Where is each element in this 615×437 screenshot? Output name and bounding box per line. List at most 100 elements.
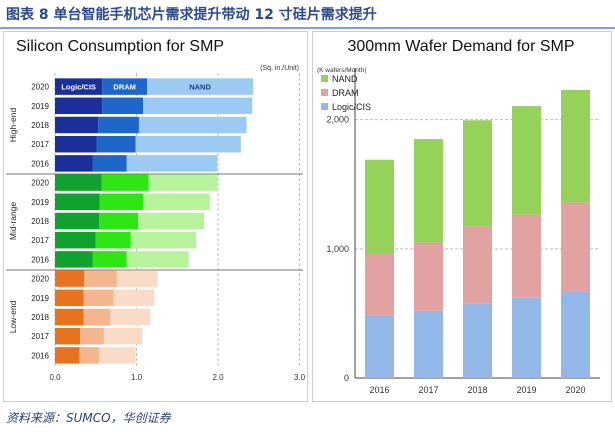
right-bar-segment — [512, 106, 541, 215]
left-bar-segment — [110, 308, 151, 326]
right-bar-segment — [365, 159, 394, 254]
left-bar-segment — [80, 327, 104, 345]
right-y-tick-label: 0 — [344, 373, 349, 383]
left-year-label: 2018 — [31, 121, 49, 130]
left-bar-segment — [99, 212, 139, 230]
left-bar-segment — [116, 270, 158, 287]
left-bar-segment — [92, 155, 127, 172]
left-bar-segment — [55, 155, 93, 172]
right-bar-segment — [463, 303, 492, 378]
left-year-label: 2017 — [31, 332, 49, 341]
left-year-label: 2019 — [31, 102, 49, 111]
left-bar-segment — [55, 97, 103, 115]
left-chart-unit: (Sq. in./Unit) — [260, 65, 299, 72]
left-bar-segment — [98, 116, 139, 134]
right-legend-swatch — [321, 89, 328, 96]
left-inline-series-label: DRAM — [113, 83, 136, 92]
left-x-tick-label: 2.0 — [212, 373, 224, 382]
left-bar-segment — [55, 327, 81, 345]
silicon-consumption-chart: Silicon Consumption for SMP (Sq. in./Unit… — [6, 38, 306, 382]
right-legend-label: NAND — [332, 74, 358, 84]
left-bar-segment — [55, 270, 85, 287]
left-x-tick-label: 3.0 — [294, 373, 306, 382]
left-bar-segment — [55, 347, 80, 364]
left-bar-segment — [92, 251, 127, 268]
right-bar-segment — [463, 120, 492, 227]
title-underline — [0, 27, 615, 29]
right-legend-label: Logic/CIS — [332, 102, 371, 112]
left-inline-series-label: NAND — [189, 83, 211, 92]
left-bar-segment — [55, 135, 97, 153]
left-bar-segment — [55, 251, 93, 268]
left-bar-segment — [55, 289, 84, 307]
left-inline-series-label: Logic/CIS — [61, 83, 96, 92]
left-bar-segment — [79, 347, 100, 364]
left-bar-segment — [96, 135, 136, 153]
left-bar-segment — [148, 174, 218, 191]
left-bar-segment — [84, 270, 117, 287]
left-year-label: 2017 — [31, 140, 49, 149]
left-bar-segment — [83, 289, 114, 307]
left-bar-segment — [55, 308, 84, 326]
left-group-label: Low-end — [8, 300, 18, 333]
left-year-label: 2020 — [31, 83, 49, 92]
left-bar-segment — [113, 289, 155, 307]
left-bar-segment — [55, 193, 100, 211]
left-bar-segment — [99, 347, 136, 364]
right-legend-swatch — [321, 75, 328, 82]
left-bar-segment — [55, 231, 96, 249]
left-bar-segment — [138, 212, 205, 230]
right-bar-segment — [561, 89, 590, 203]
right-legend-swatch — [321, 103, 328, 110]
left-bar-segment — [126, 155, 218, 172]
left-bar-segment — [55, 78, 103, 95]
left-bar-segment — [55, 212, 100, 230]
left-bar-segment — [147, 78, 254, 95]
right-x-tick-label: 2016 — [369, 385, 389, 395]
left-bar-segment — [83, 308, 111, 326]
left-bar-segment — [143, 97, 253, 115]
left-bar-segment — [95, 231, 131, 249]
right-bar-segment — [463, 226, 492, 304]
right-x-tick-label: 2019 — [516, 385, 536, 395]
figure-title-bar: 图表 8 单台智能手机芯片需求提升带动 12 寸硅片需求提升 — [0, 0, 615, 29]
right-bar-segment — [512, 297, 541, 378]
left-x-tick-label: 1.0 — [131, 373, 143, 382]
right-chart-title: 300mm Wafer Demand for SMP — [347, 38, 574, 55]
left-x-tick-label: 0.0 — [49, 373, 61, 382]
left-group-label: Mid-range — [8, 202, 18, 241]
left-year-label: 2016 — [31, 255, 49, 264]
wafer-demand-chart: 300mm Wafer Demand for SMP (K wafers/Mont… — [317, 38, 600, 395]
left-chart-title: Silicon Consumption for SMP — [16, 38, 224, 55]
right-chart-unit: (K wafers/Month) — [317, 67, 367, 74]
right-bar-segment — [414, 139, 443, 243]
left-bar-segment — [103, 327, 143, 345]
left-bar-segment — [138, 116, 247, 134]
right-bar-segment — [414, 242, 443, 311]
left-year-label: 2019 — [31, 294, 49, 303]
left-year-label: 2020 — [31, 275, 49, 284]
left-bar-segment — [55, 174, 102, 191]
right-bar-segment — [414, 310, 443, 378]
left-bar-segment — [102, 78, 148, 95]
left-year-label: 2018 — [31, 217, 49, 226]
wafer-demand-panel: 300mm Wafer Demand for SMP (K wafers/Mont… — [312, 31, 612, 402]
left-year-label: 2016 — [31, 159, 49, 168]
left-bar-segment — [102, 97, 144, 115]
right-x-tick-label: 2018 — [467, 385, 487, 395]
right-bar-segment — [561, 202, 590, 292]
left-bar-segment — [130, 231, 196, 249]
figure-source: 资料来源：SUMCO，华创证券 — [6, 411, 171, 425]
silicon-consumption-panel: Silicon Consumption for SMP (Sq. in./Unit… — [3, 31, 308, 402]
right-y-tick-label: 2,000 — [326, 115, 349, 125]
right-y-tick-label: 1,000 — [326, 244, 349, 254]
left-year-label: 2018 — [31, 313, 49, 322]
left-bar-segment — [101, 174, 149, 191]
left-year-label: 2016 — [31, 351, 49, 360]
right-bar-segment — [365, 315, 394, 378]
right-x-tick-label: 2020 — [565, 385, 585, 395]
left-year-label: 2017 — [31, 236, 49, 245]
right-bar-segment — [512, 214, 541, 298]
left-year-label: 2019 — [31, 198, 49, 207]
left-bar-segment — [135, 135, 241, 153]
